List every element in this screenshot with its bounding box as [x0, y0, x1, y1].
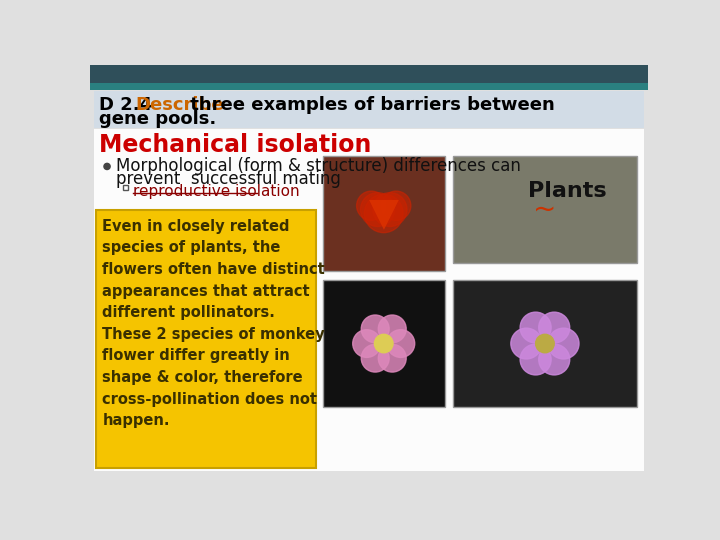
- Circle shape: [510, 328, 542, 359]
- Circle shape: [387, 330, 415, 357]
- Circle shape: [361, 193, 395, 226]
- Text: ▼: ▼: [369, 194, 399, 232]
- FancyBboxPatch shape: [526, 179, 609, 205]
- Text: three examples of barriers between: three examples of barriers between: [184, 96, 554, 114]
- Circle shape: [536, 334, 554, 353]
- Circle shape: [356, 191, 386, 220]
- Circle shape: [373, 193, 407, 226]
- Circle shape: [539, 344, 570, 375]
- Text: Morphological (form & structure) differences can: Morphological (form & structure) differe…: [117, 157, 521, 175]
- Text: ~: ~: [534, 195, 557, 224]
- Circle shape: [520, 312, 551, 343]
- FancyBboxPatch shape: [94, 129, 644, 471]
- Circle shape: [548, 328, 579, 359]
- Text: Mechanical isolation: Mechanical isolation: [99, 132, 372, 157]
- FancyBboxPatch shape: [323, 280, 445, 407]
- Circle shape: [539, 312, 570, 343]
- FancyBboxPatch shape: [323, 156, 445, 271]
- Text: Plants: Plants: [528, 181, 607, 201]
- Circle shape: [104, 164, 110, 170]
- FancyBboxPatch shape: [96, 211, 315, 468]
- Text: Describe: Describe: [135, 96, 224, 114]
- Circle shape: [378, 315, 406, 343]
- FancyBboxPatch shape: [453, 280, 637, 407]
- FancyBboxPatch shape: [122, 185, 128, 190]
- FancyBboxPatch shape: [90, 65, 648, 84]
- Text: D 2.4: D 2.4: [99, 96, 158, 114]
- FancyBboxPatch shape: [453, 156, 637, 264]
- Text: Even in closely related
species of plants, the
flowers often have distinct
appea: Even in closely related species of plant…: [102, 219, 325, 428]
- FancyBboxPatch shape: [90, 83, 648, 90]
- Circle shape: [374, 334, 393, 353]
- Text: gene pools.: gene pools.: [99, 110, 217, 128]
- Text: reproductive isolation: reproductive isolation: [132, 184, 300, 199]
- Circle shape: [520, 344, 551, 375]
- Circle shape: [361, 345, 389, 372]
- FancyBboxPatch shape: [94, 91, 644, 128]
- Circle shape: [382, 191, 411, 220]
- Circle shape: [378, 345, 406, 372]
- Circle shape: [353, 330, 381, 357]
- Circle shape: [364, 194, 403, 233]
- Circle shape: [361, 315, 389, 343]
- Text: prevent  successful mating: prevent successful mating: [117, 170, 341, 188]
